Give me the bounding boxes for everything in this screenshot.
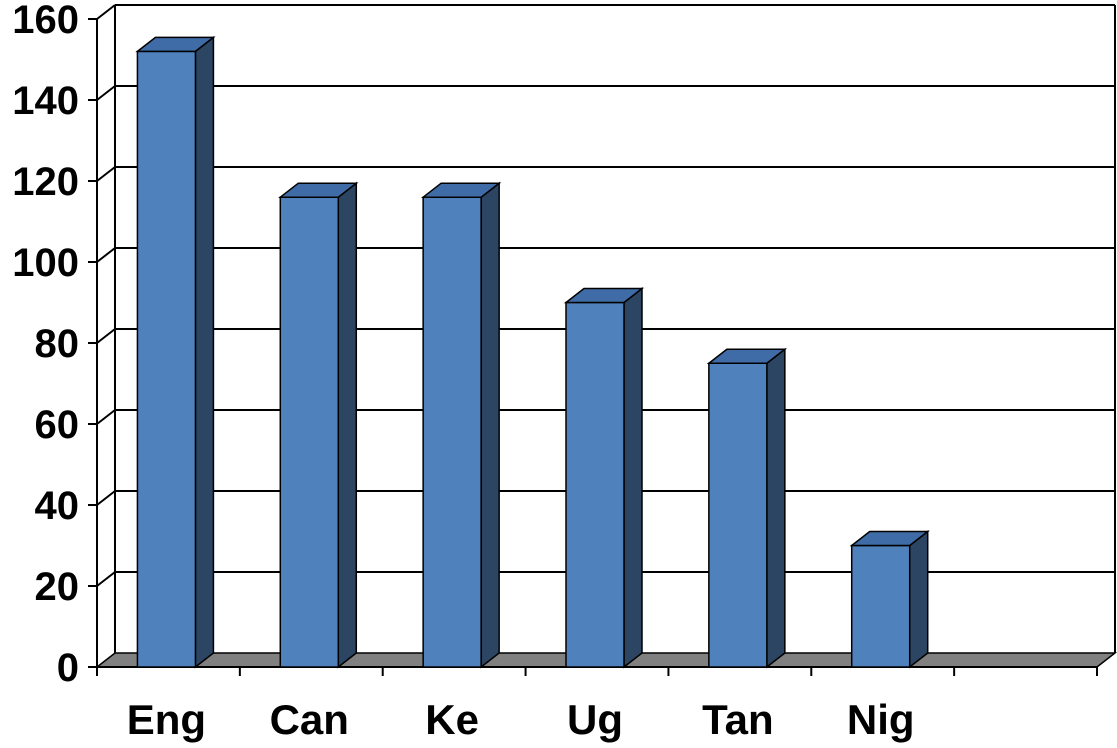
x-category-label: Tan [702,696,774,743]
x-category-label: Eng [127,696,206,743]
y-tick-label: 40 [35,484,80,528]
bar-ug [565,301,625,668]
gridline-side-connector [96,4,116,20]
y-tick-label: 100 [12,241,79,285]
bar-top-ug [563,287,645,304]
bar-side-can [337,181,358,669]
bar-side-nig [908,529,929,669]
bar-top-eng [135,36,216,53]
gridline-side-connector [96,409,116,425]
y-tick-label: 60 [35,403,80,447]
x-category-label: Ug [567,696,623,743]
bar-top-ke [420,182,502,198]
gridline-side-connector [96,328,116,344]
y-tick-label: 160 [12,0,79,42]
bar-side-eng [194,35,215,669]
bar-side-tan [766,347,786,669]
y-tick-label: 80 [35,322,80,366]
bar-top-can [278,182,359,198]
bar-nig [850,544,911,668]
bar-eng [136,50,197,668]
x-category-label: Ke [425,696,479,743]
gridline-side-connector [96,247,116,263]
bar-top-nig [849,530,930,547]
y-tick-label: 20 [35,565,80,609]
x-category-label: Can [270,696,349,743]
gridline-side-connector [96,85,116,101]
bar-can [279,196,340,668]
y-tick-label: 120 [12,160,79,204]
bar-side-ug [623,286,643,669]
bar-top-tan [706,348,788,364]
gridline-side-connector [96,571,116,587]
y-tick-label: 0 [57,646,79,690]
y-tick-label: 140 [12,79,79,123]
x-category-label: Nig [847,696,915,743]
gridline-side-connector [96,490,116,506]
bar-ke [422,196,482,668]
bar-tan [708,362,768,668]
gridline-side-connector [96,166,116,182]
bar-side-ke [480,181,500,669]
